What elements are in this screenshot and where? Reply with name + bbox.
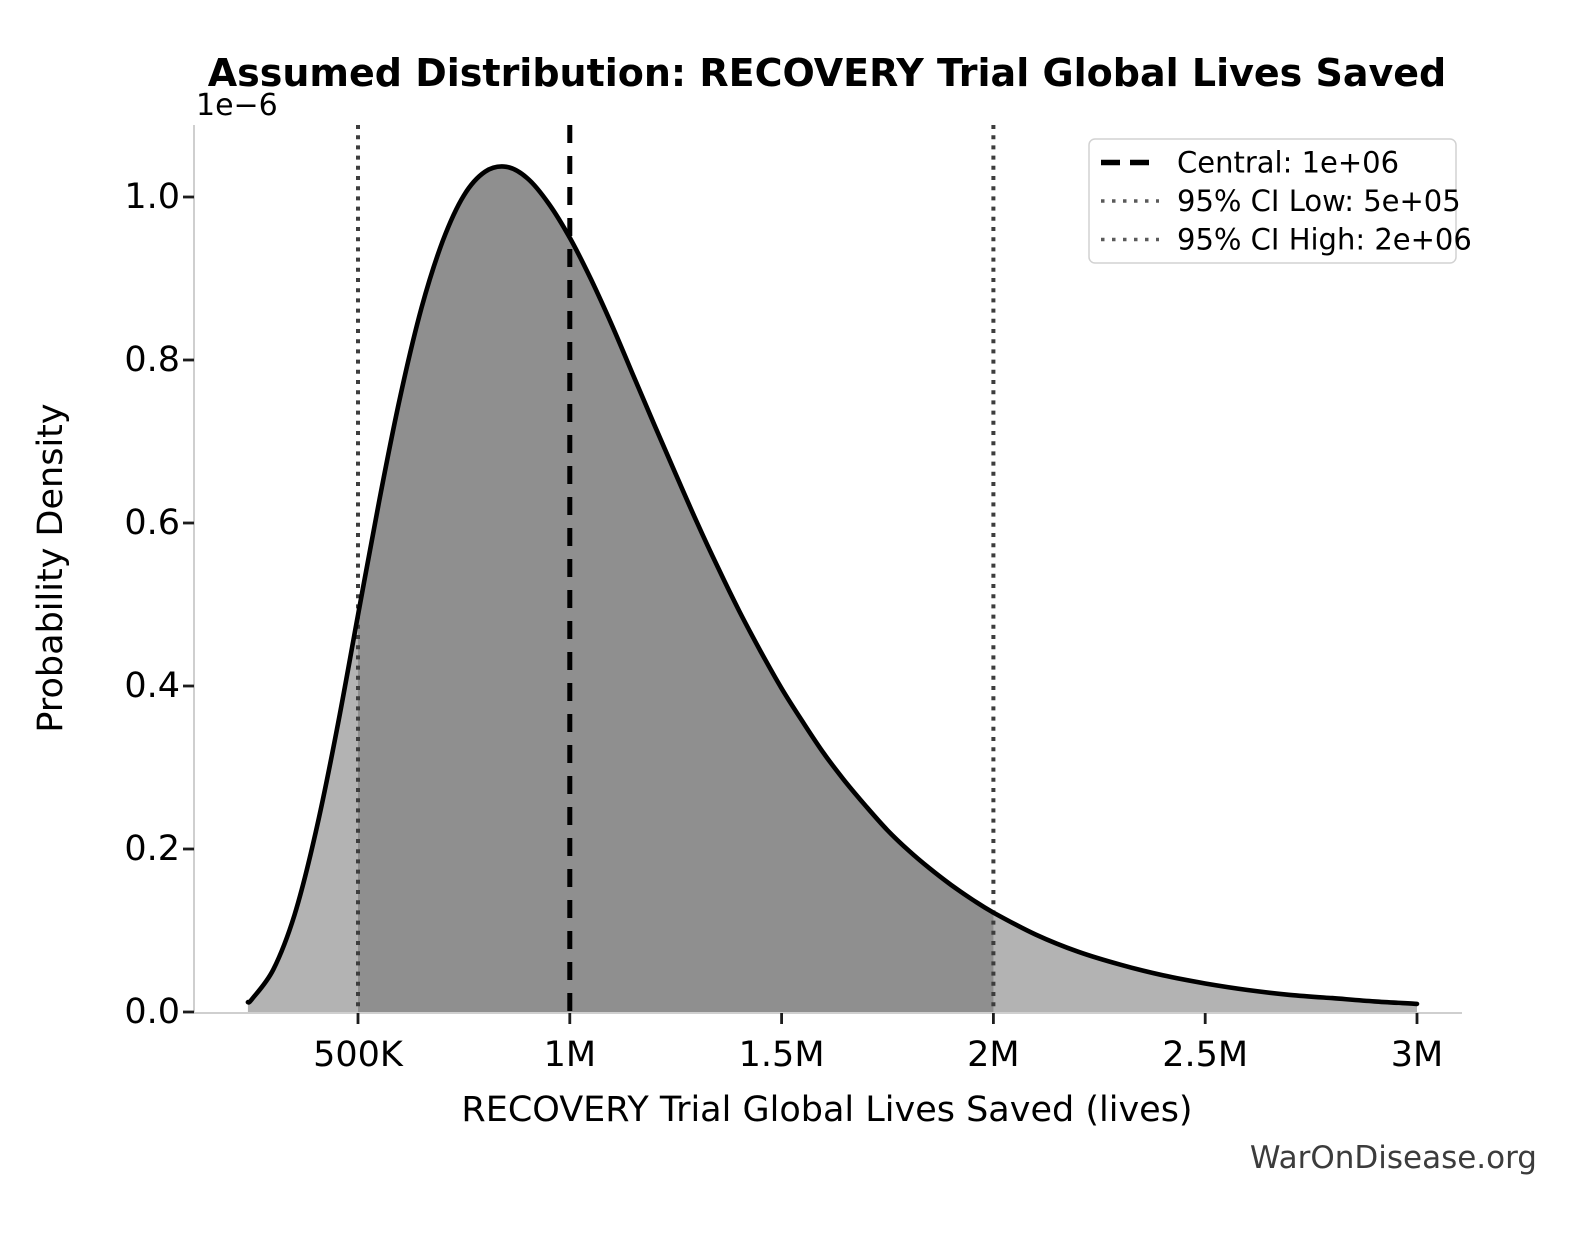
x-tick-label: 2.5M [1162, 1035, 1248, 1075]
x-tick-label: 2M [967, 1035, 1019, 1075]
y-tick-label: 0.2 [124, 829, 180, 869]
y-tick-label: 0.8 [124, 340, 180, 380]
legend: Central: 1e+06 95% CI Low: 5e+05 95% CI Hi… [1088, 138, 1472, 264]
x-axis-label: RECOVERY Trial Global Lives Saved (lives… [461, 1090, 1192, 1130]
y-tick-label: 1.0 [124, 177, 180, 217]
legend-item-label: 95% CI High: 2e+06 [1177, 223, 1472, 257]
y-axis-label: Probability Density [31, 403, 71, 732]
chart-title: Assumed Distribution: RECOVERY Trial Glo… [208, 51, 1447, 95]
density-fills [247, 166, 1417, 1012]
x-tick-label: 1M [544, 1035, 596, 1075]
watermark: WarOnDisease.org [1250, 1140, 1537, 1176]
axes-spines [193, 125, 1462, 1014]
density-curve [245, 164, 1420, 1007]
reference-lines [356, 125, 996, 1013]
x-axis-ticks: 500K 1M 1.5M 2M 2.5M 3M [313, 1013, 1443, 1075]
legend-box [1088, 138, 1457, 264]
y-tick-label: 0.0 [124, 992, 180, 1032]
y-tick-label: 0.6 [124, 503, 180, 543]
y-axis-ticks: 0.0 0.2 0.4 0.6 0.8 1.0 [124, 177, 194, 1032]
x-tick-label: 500K [313, 1035, 404, 1075]
x-tick-label: 1.5M [739, 1035, 825, 1075]
legend-item-label: Central: 1e+06 [1177, 146, 1399, 180]
legend-item-label: 95% CI Low: 5e+05 [1177, 184, 1461, 218]
density-area-ci [358, 166, 994, 1012]
y-axis-offset-label: 1e−6 [196, 88, 278, 123]
y-tick-label: 0.4 [124, 666, 180, 706]
x-tick-label: 3M [1391, 1035, 1443, 1075]
density-curve-path [245, 164, 1420, 1007]
